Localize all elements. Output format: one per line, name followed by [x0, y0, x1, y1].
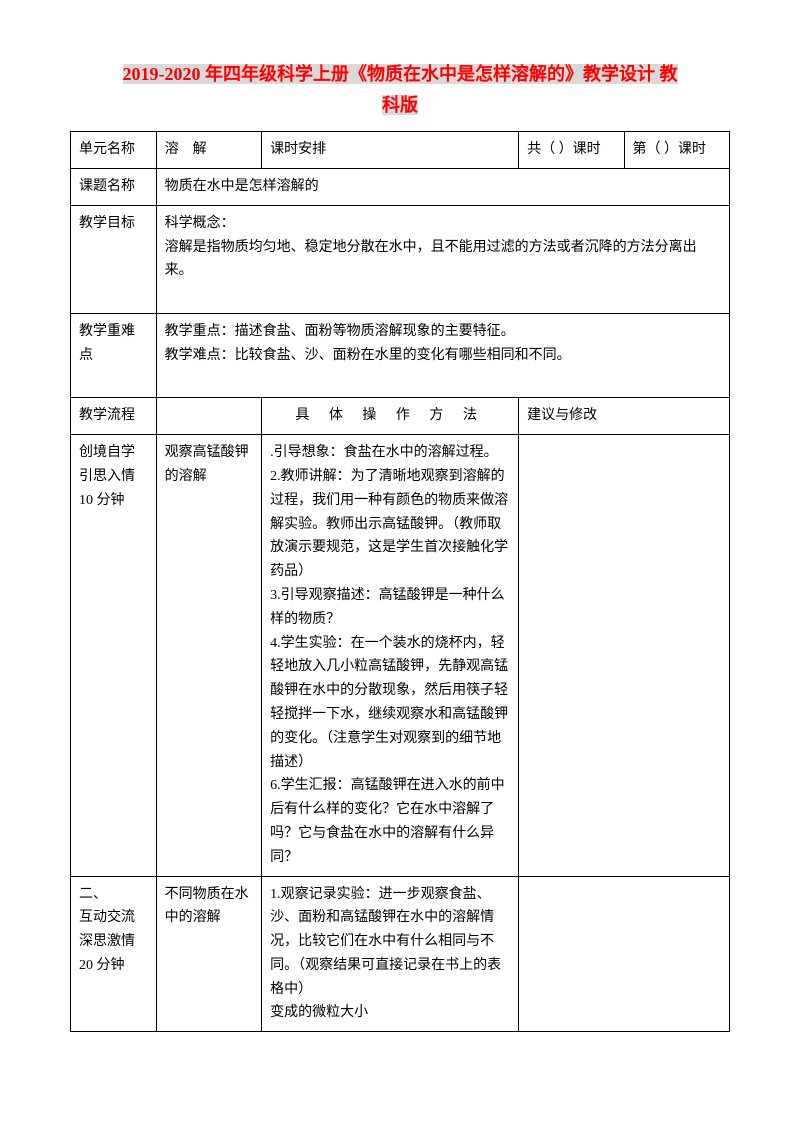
table-row: 教学流程 具 体 操 作 方 法 建议与修改 — [71, 398, 730, 435]
keypoints-content: 教学重点：描述食盐、面粉等物质溶解现象的主要特征。 教学难点：比较食盐、沙、面粉… — [156, 313, 729, 397]
current-period: 第（ ）课时 — [624, 132, 729, 169]
topic-label: 课题名称 — [71, 168, 157, 205]
unit-name-value: 溶 解 — [156, 132, 261, 169]
difficult-point: 教学难点：比较食盐、沙、面粉在水里的变化有哪些相同和不同。 — [165, 344, 721, 368]
stage1-sub: 观察高锰酸钾的溶解 — [156, 435, 261, 876]
stage1-label: 创境自学 引思入情 10 分钟 — [71, 435, 157, 876]
stage1-method: .引导想象：食盐在水中的溶解过程。 2.教师讲解：为了清晰地观察到溶解的过程，我… — [262, 435, 519, 876]
objective-label: 教学目标 — [71, 205, 157, 313]
table-row: 教学重难点 教学重点：描述食盐、面粉等物质溶解现象的主要特征。 教学难点：比较食… — [71, 313, 730, 397]
flow-label: 教学流程 — [71, 398, 157, 435]
stage2-method: 1.观察记录实验：进一步观察食盐、沙、面粉和高锰酸钾在水中的溶解情况，比较它们在… — [262, 876, 519, 1032]
table-row: 单元名称 溶 解 课时安排 共（ ）课时 第（ ）课时 — [71, 132, 730, 169]
lesson-plan-table: 单元名称 溶 解 课时安排 共（ ）课时 第（ ）课时 课题名称 物质在水中是怎… — [70, 131, 730, 1032]
topic-value: 物质在水中是怎样溶解的 — [156, 168, 729, 205]
keypoints-label: 教学重难点 — [71, 313, 157, 397]
schedule-label: 课时安排 — [262, 132, 519, 169]
stage2-label: 二、 互动交流 深思激情 20 分钟 — [71, 876, 157, 1032]
stage2-suggest — [519, 876, 730, 1032]
suggest-header: 建议与修改 — [519, 398, 730, 435]
table-row: 课题名称 物质在水中是怎样溶解的 — [71, 168, 730, 205]
document-title: 2019-2020 年四年级科学上册《物质在水中是怎样溶解的》教学设计 教 科版 — [70, 60, 730, 121]
table-row: 创境自学 引思入情 10 分钟 观察高锰酸钾的溶解 .引导想象：食盐在水中的溶解… — [71, 435, 730, 876]
total-periods: 共（ ）课时 — [519, 132, 624, 169]
method-header: 具 体 操 作 方 法 — [262, 398, 519, 435]
objective-content: 科学概念： 溶解是指物质均匀地、稳定地分散在水中，且不能用过滤的方法或者沉降的方… — [156, 205, 729, 313]
key-point: 教学重点：描述食盐、面粉等物质溶解现象的主要特征。 — [165, 320, 721, 344]
title-line-2: 科版 — [382, 95, 418, 115]
stage1-suggest — [519, 435, 730, 876]
table-row: 教学目标 科学概念： 溶解是指物质均匀地、稳定地分散在水中，且不能用过滤的方法或… — [71, 205, 730, 313]
concept-label: 科学概念： — [165, 212, 721, 236]
unit-name-label: 单元名称 — [71, 132, 157, 169]
table-row: 二、 互动交流 深思激情 20 分钟 不同物质在水中的溶解 1.观察记录实验：进… — [71, 876, 730, 1032]
stage2-sub: 不同物质在水中的溶解 — [156, 876, 261, 1032]
concept-text: 溶解是指物质均匀地、稳定地分散在水中，且不能用过滤的方法或者沉降的方法分离出来。 — [165, 236, 721, 284]
title-line-1: 2019-2020 年四年级科学上册《物质在水中是怎样溶解的》教学设计 教 — [123, 64, 678, 84]
